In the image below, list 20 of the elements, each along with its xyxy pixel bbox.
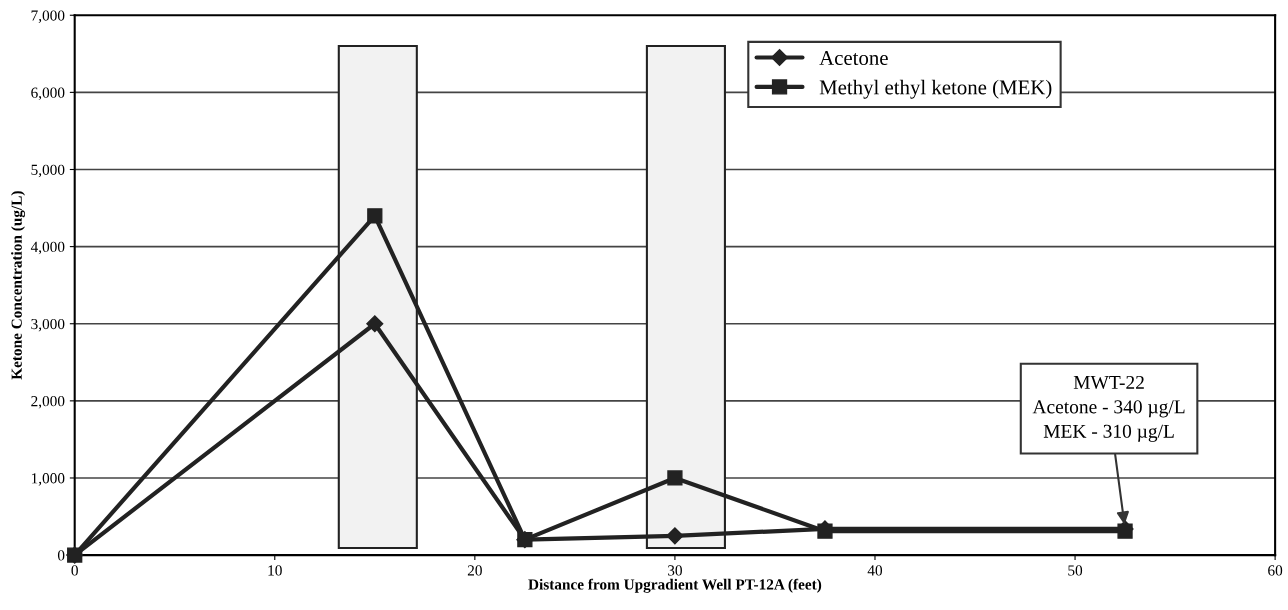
y-tick-label: 6,000 [31, 87, 65, 101]
y-tick-label: 5,000 [31, 164, 65, 178]
x-tick-label: 30 [668, 565, 682, 576]
y-tick-label: 2,000 [31, 396, 65, 409]
legend-label: Acetone [819, 51, 888, 65]
y-tick-label: 4,000 [30, 241, 65, 255]
y-tick-label: 3,000 [31, 318, 65, 332]
x-axis-title: Distance from Upgradient Well PT-12A (feet) [528, 578, 822, 593]
annotation: MWT-22 Acetone - 340 µg/L MEK - 310 µg/L [1032, 375, 1185, 442]
x-tick-label: 20 [467, 565, 482, 576]
x-tick-label: 10 [268, 565, 282, 576]
x-tick-label: 50 [1068, 565, 1083, 576]
x-tick-label: 60 [1268, 565, 1283, 576]
y-tick-label: 1,000 [31, 473, 65, 486]
y-tick-label: 7,000 [31, 10, 65, 23]
x-tick-label: 40 [867, 565, 883, 576]
legend-label: Methyl ethyl ketone (MEK) [819, 79, 1052, 99]
x-tick-label: 0 [71, 565, 78, 576]
y-tick-label: 0 [57, 550, 65, 561]
y-axis-title: Ketone Concentration (ug/L) [11, 191, 26, 380]
